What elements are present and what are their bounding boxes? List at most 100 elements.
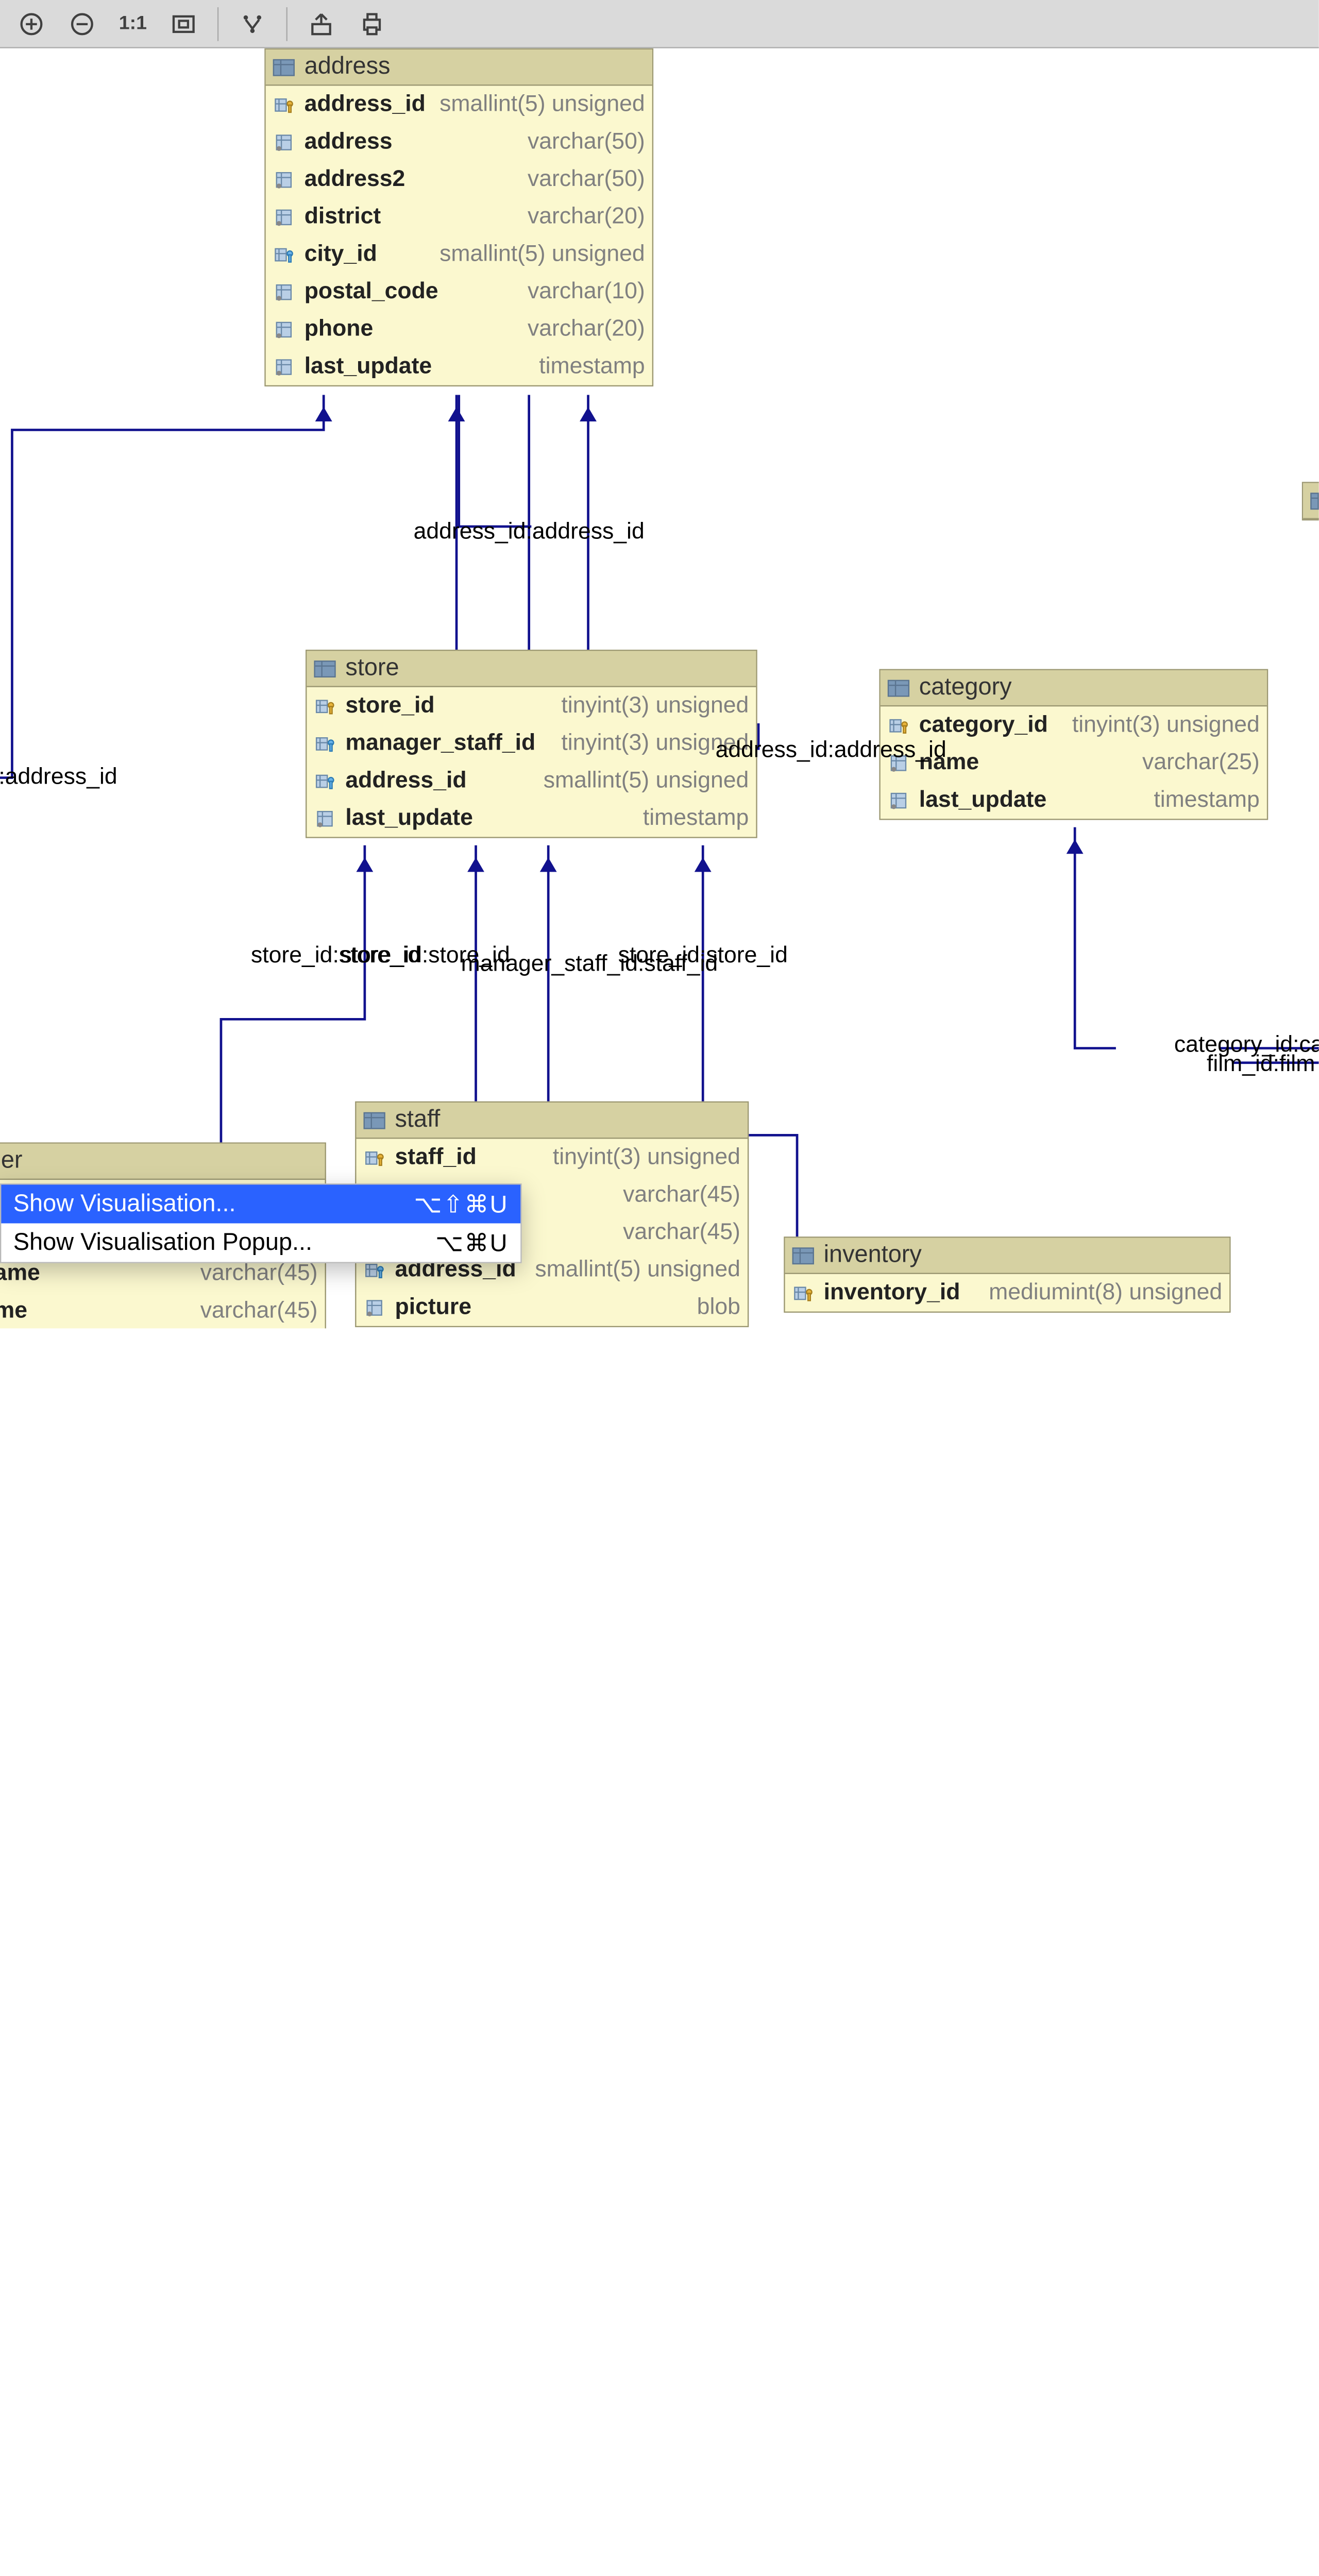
column-row[interactable]: address_idsmallint(5) unsigned [307,762,756,800]
edge-label: address_id:address_id [716,738,946,765]
column-type: varchar(45) [200,1260,318,1287]
column-name: address2 [305,166,405,193]
entity-name: staff [395,1106,440,1134]
column-row[interactable]: last_updatetimestamp [307,800,756,837]
column-row[interactable]: postal_codevarchar(10) [266,273,652,311]
column-fk-icon [273,243,297,265]
entity-header[interactable]: address [266,49,652,86]
column-row[interactable]: address_idsmallint(5) unsigned [266,86,652,123]
column-name: _name [0,1260,40,1287]
context-menu[interactable]: Show Visualisation...⌥⇧⌘UShow Visualisat… [0,1183,522,1263]
entity-inventory[interactable]: inventory inventory_idmediumint(8) unsign… [784,1236,1230,1313]
column-type: varchar(50) [528,166,645,193]
entity-address[interactable]: addressaddress_idsmallint(5) unsignedadd… [264,48,653,386]
column-row[interactable]: last_updatetimestamp [881,782,1267,819]
route-button[interactable] [228,2,277,45]
column-col-icon [314,807,338,829]
fit-content-icon [171,10,197,37]
column-col-icon [273,318,297,340]
route-icon [239,10,266,37]
column-pk-icon [364,1147,388,1168]
column-name: address [305,129,393,156]
toolbar-separator [286,7,288,41]
menu-item-label: Show Visualisation... [13,1190,390,1218]
menu-item-label: Show Visualisation Popup... [13,1229,411,1257]
entity-name: omer [0,1147,23,1175]
column-name: inventory_id [824,1279,960,1306]
column-pk-icon [792,1282,817,1303]
column-row[interactable]: namevarchar(45) [0,1292,325,1328]
menu-item[interactable]: Show Visualisation... ⌥⇧⌘U [1,1184,520,1223]
fit-content-button[interactable] [159,2,208,45]
column-row[interactable]: manager_staff_idtinyint(3) unsigned [307,724,756,762]
column-row[interactable]: pictureblob [356,1289,747,1326]
column-type: varchar(45) [623,1182,740,1209]
entity-right_partial[interactable] [1302,482,1319,520]
column-col-icon [273,281,297,302]
column-row[interactable]: phone varchar(20) [266,310,652,348]
export-button[interactable] [297,2,346,45]
menu-item[interactable]: Show Visualisation Popup... ⌥⌘U [1,1223,520,1262]
table-icon [273,59,295,76]
column-row[interactable]: district varchar(20) [266,198,652,235]
zoom-in-icon [18,10,45,37]
table-icon [888,680,909,697]
entity-name: inventory [824,1242,922,1269]
column-type: varchar(45) [200,1298,318,1325]
column-name: category_id [919,712,1048,739]
edge-label: address_id:address_id [414,519,645,546]
column-col-icon [273,131,297,152]
edge-label: store_id:store_id [618,943,788,970]
table-icon [792,1247,814,1264]
entity-header[interactable]: category [881,670,1267,706]
export-icon [308,10,335,37]
column-type: varchar(10) [528,278,645,305]
table-icon [364,1112,385,1129]
diagram-area[interactable]: addressaddress_idsmallint(5) unsignedadd… [0,48,1319,1329]
column-name: manager_staff_id [345,730,535,757]
menu-item-shortcut: ⌥⌘U [435,1228,509,1258]
column-name: phone [305,316,374,343]
column-type: varchar(50) [528,129,645,156]
column-row[interactable]: city_idsmallint(5) unsigned [266,235,652,273]
column-row[interactable]: last_updatetimestamp [266,348,652,385]
column-row[interactable]: inventory_idmediumint(8) unsigned [785,1274,1230,1312]
column-row[interactable]: store_idtinyint(3) unsigned [307,687,756,725]
zoom-in-button[interactable] [7,2,56,45]
column-col-icon [273,206,297,228]
column-row[interactable]: address varchar(50) [266,123,652,161]
column-type: smallint(5) unsigned [544,768,749,794]
entity-name: address [305,53,391,81]
column-type: varchar(20) [528,316,645,343]
column-row[interactable]: address2 varchar(50) [266,161,652,198]
column-fk-icon [314,770,338,791]
column-name: last_update [305,353,432,380]
entity-header[interactable]: staff [356,1103,747,1139]
column-type: tinyint(3) unsigned [1072,712,1260,739]
column-row[interactable]: staff_idtinyint(3) unsigned [356,1139,747,1176]
print-icon [359,10,385,37]
column-type: smallint(5) unsigned [439,91,645,118]
column-pk-icon [888,714,912,736]
zoom-1to1-label: 1:1 [119,13,147,35]
entity-store[interactable]: storestore_idtinyint(3) unsignedmanager_… [306,650,757,838]
zoom-1to1-button[interactable]: 1:1 [109,2,157,45]
column-name: city_id [305,241,377,268]
column-col-icon [364,1296,388,1318]
entity-header[interactable]: omer [0,1144,325,1180]
edge-label: :address_id [0,765,117,791]
zoom-out-button[interactable] [58,2,107,45]
entity-header[interactable]: inventory [785,1238,1230,1274]
table-icon [314,660,335,677]
print-button[interactable] [348,2,396,45]
entity-header[interactable] [1303,483,1318,519]
entity-header[interactable]: store [307,651,756,687]
column-name: district [305,204,381,230]
column-fk-icon [314,733,338,754]
zoom-out-icon [69,10,96,37]
menu-item-shortcut: ⌥⇧⌘U [414,1189,508,1219]
column-type: varchar(45) [623,1219,740,1246]
toolbar-separator [217,7,218,41]
column-type: varchar(20) [528,204,645,230]
column-name: last_update [919,787,1047,814]
